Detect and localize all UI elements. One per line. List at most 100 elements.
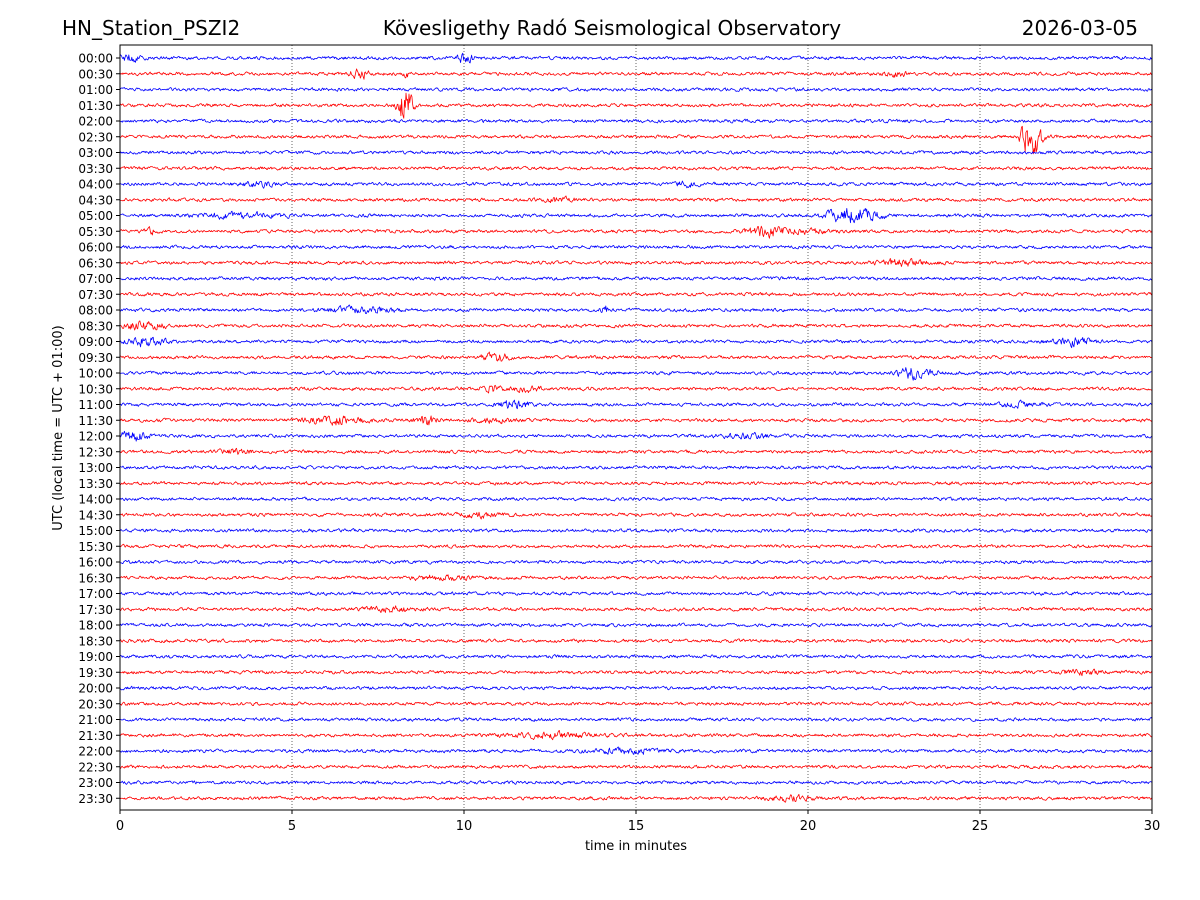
row-label: 11:30 bbox=[78, 414, 113, 428]
trace-0700 bbox=[119, 276, 1153, 281]
row-label: 21:00 bbox=[78, 713, 113, 727]
row-label: 08:00 bbox=[78, 304, 113, 318]
row-label: 12:00 bbox=[78, 430, 113, 444]
trace-1230 bbox=[119, 447, 1153, 455]
y-axis-title: UTC (local time = UTC + 01:00) bbox=[51, 325, 66, 530]
row-label: 08:30 bbox=[78, 319, 113, 333]
trace-1830 bbox=[119, 638, 1153, 644]
trace-0230 bbox=[119, 125, 1153, 155]
row-label: 15:00 bbox=[78, 524, 113, 538]
trace-0800 bbox=[119, 304, 1153, 315]
trace-2330 bbox=[119, 793, 1153, 803]
row-label: 18:00 bbox=[78, 619, 113, 633]
trace-1430 bbox=[119, 511, 1153, 520]
grid-layer bbox=[291, 45, 981, 810]
row-label: 00:30 bbox=[78, 67, 113, 81]
x-tick-label: 5 bbox=[288, 819, 296, 834]
row-label: 07:00 bbox=[78, 272, 113, 286]
row-label: 02:30 bbox=[78, 130, 113, 144]
x-axis: 0 5 10 15 20 25 30 bbox=[116, 810, 1160, 834]
trace-1500 bbox=[119, 528, 1153, 533]
trace-0930 bbox=[119, 351, 1153, 362]
row-label: 22:30 bbox=[78, 760, 113, 774]
trace-2200 bbox=[119, 746, 1153, 755]
plot-frame bbox=[119, 44, 1153, 811]
trace-0430 bbox=[119, 195, 1153, 204]
trace-0100 bbox=[119, 87, 1153, 92]
trace-1400 bbox=[119, 496, 1153, 502]
trace-2030 bbox=[119, 701, 1153, 707]
trace-1100 bbox=[119, 399, 1153, 410]
x-tick-label: 0 bbox=[116, 819, 124, 834]
x-tick-label: 15 bbox=[628, 819, 645, 834]
row-label: 05:00 bbox=[78, 209, 113, 223]
trace-0730 bbox=[119, 291, 1153, 297]
trace-1630 bbox=[119, 574, 1153, 582]
x-tick-label: 20 bbox=[800, 819, 817, 834]
trace-0000 bbox=[119, 52, 1153, 64]
trace-1000 bbox=[119, 367, 1153, 381]
row-label: 16:00 bbox=[78, 556, 113, 570]
row-label: 07:30 bbox=[78, 288, 113, 302]
trace-2000 bbox=[119, 685, 1153, 691]
trace-1600 bbox=[119, 559, 1153, 565]
trace-1200 bbox=[119, 430, 1153, 442]
row-label: 06:00 bbox=[78, 241, 113, 255]
row-label: 05:30 bbox=[78, 225, 113, 239]
trace-1900 bbox=[119, 654, 1153, 659]
trace-1930 bbox=[119, 668, 1153, 677]
trace-1130 bbox=[119, 415, 1153, 426]
row-label: 18:30 bbox=[78, 634, 113, 648]
trace-2100 bbox=[119, 717, 1153, 722]
row-label: 03:30 bbox=[78, 162, 113, 176]
row-label: 16:30 bbox=[78, 571, 113, 585]
row-label: 04:00 bbox=[78, 178, 113, 192]
row-label: 04:30 bbox=[78, 193, 113, 207]
trace-1030 bbox=[119, 384, 1153, 394]
trace-0630 bbox=[119, 258, 1153, 267]
row-label: 02:00 bbox=[78, 115, 113, 129]
trace-0500 bbox=[119, 207, 1153, 224]
row-label: 20:00 bbox=[78, 682, 113, 696]
plot-date: 2026-03-05 bbox=[1021, 16, 1138, 40]
row-label: 10:00 bbox=[78, 367, 113, 381]
row-label: 23:30 bbox=[78, 792, 113, 806]
row-label: 01:30 bbox=[78, 99, 113, 113]
trace-2230 bbox=[119, 764, 1153, 770]
row-label: 12:30 bbox=[78, 445, 113, 459]
trace-1530 bbox=[119, 543, 1153, 549]
station-name: HN_Station_PSZI2 bbox=[62, 16, 241, 40]
row-label: 14:30 bbox=[78, 508, 113, 522]
row-label: 17:30 bbox=[78, 603, 113, 617]
row-label: 21:30 bbox=[78, 729, 113, 743]
row-label: 22:00 bbox=[78, 745, 113, 759]
row-label: 10:30 bbox=[78, 382, 113, 396]
row-label: 09:30 bbox=[78, 351, 113, 365]
trace-0830 bbox=[119, 320, 1153, 331]
row-label: 00:00 bbox=[78, 52, 113, 66]
row-label: 23:00 bbox=[78, 776, 113, 790]
row-label: 19:00 bbox=[78, 650, 113, 664]
row-label: 17:00 bbox=[78, 587, 113, 601]
trace-0130 bbox=[119, 92, 1153, 119]
row-label: 03:00 bbox=[78, 146, 113, 160]
x-tick-label: 30 bbox=[1144, 819, 1161, 834]
row-label: 09:00 bbox=[78, 335, 113, 349]
trace-0900 bbox=[119, 336, 1153, 349]
row-label: 15:30 bbox=[78, 540, 113, 554]
row-label: 20:30 bbox=[78, 697, 113, 711]
row-label: 01:00 bbox=[78, 83, 113, 97]
row-label: 14:00 bbox=[78, 493, 113, 507]
trace-0600 bbox=[119, 244, 1153, 250]
trace-0530 bbox=[119, 225, 1153, 239]
row-label: 19:30 bbox=[78, 666, 113, 680]
trace-0030 bbox=[119, 68, 1153, 80]
trace-1800 bbox=[119, 622, 1153, 628]
row-label: 13:00 bbox=[78, 461, 113, 475]
x-tick-label: 10 bbox=[456, 819, 473, 834]
row-label: 06:30 bbox=[78, 256, 113, 270]
trace-0330 bbox=[119, 165, 1153, 171]
row-label: 13:30 bbox=[78, 477, 113, 491]
